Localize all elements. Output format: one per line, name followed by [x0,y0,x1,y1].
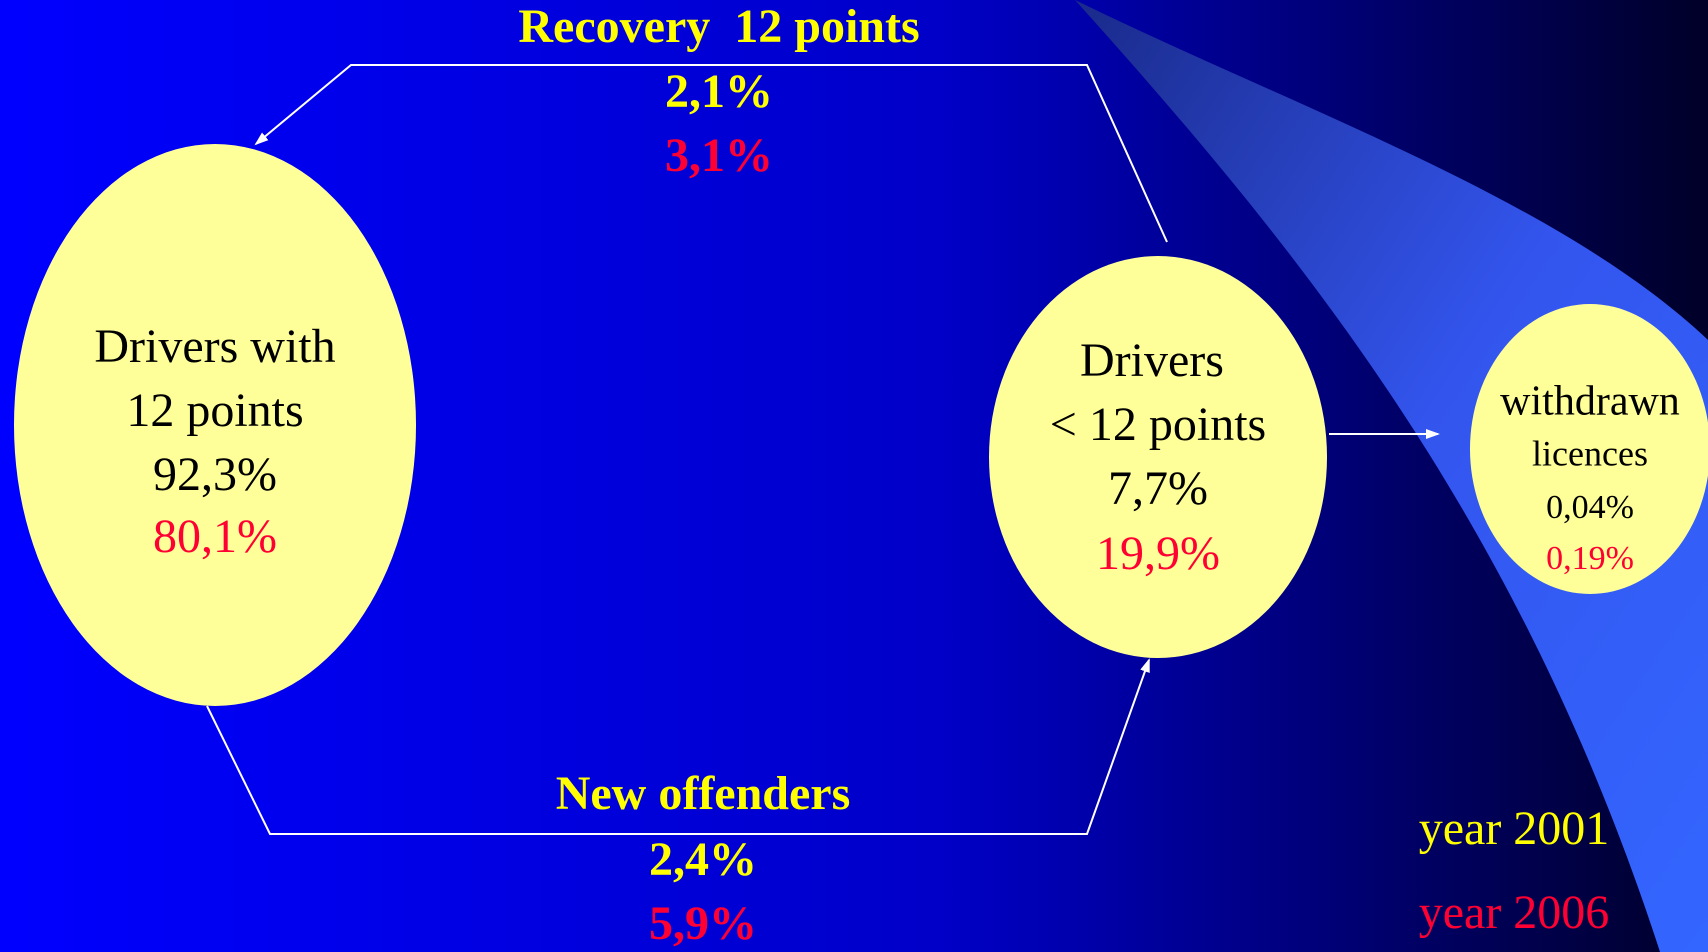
node-value-2006: 80,1% [153,510,277,563]
legend-entry: year 2006 [1419,886,1610,939]
edge-label: Recovery 12 points [518,0,919,53]
node-label: 12 points [126,384,303,437]
node-value-2006: 19,9% [1096,527,1220,580]
legend-entry: year 2001 [1419,802,1610,855]
edge-arrow [254,64,1168,243]
edge-value-2001: 2,4% [649,833,757,886]
edge-value-2006: 5,9% [649,897,757,950]
node-label: Drivers with [94,320,335,373]
edge-label: New offenders [556,767,851,820]
node-value-2001: 0,04% [1546,489,1634,526]
node-value-2006: 0,19% [1546,540,1634,577]
edge-value-2006: 3,1% [665,129,773,182]
edge-arrow [206,658,1150,835]
node-value-2001: 7,7% [1108,462,1208,515]
node-label: Drivers [1080,334,1224,387]
node-label: < 12 points [1050,398,1266,451]
node-value-2001: 92,3% [153,448,277,501]
swoosh [1075,0,1708,952]
edge-value-2001: 2,1% [665,65,773,118]
node-ellipse [1470,304,1708,594]
node-ellipse [989,256,1327,658]
node-label: withdrawn [1500,379,1680,425]
node-ellipse [14,144,416,706]
node-label: licences [1532,433,1648,473]
